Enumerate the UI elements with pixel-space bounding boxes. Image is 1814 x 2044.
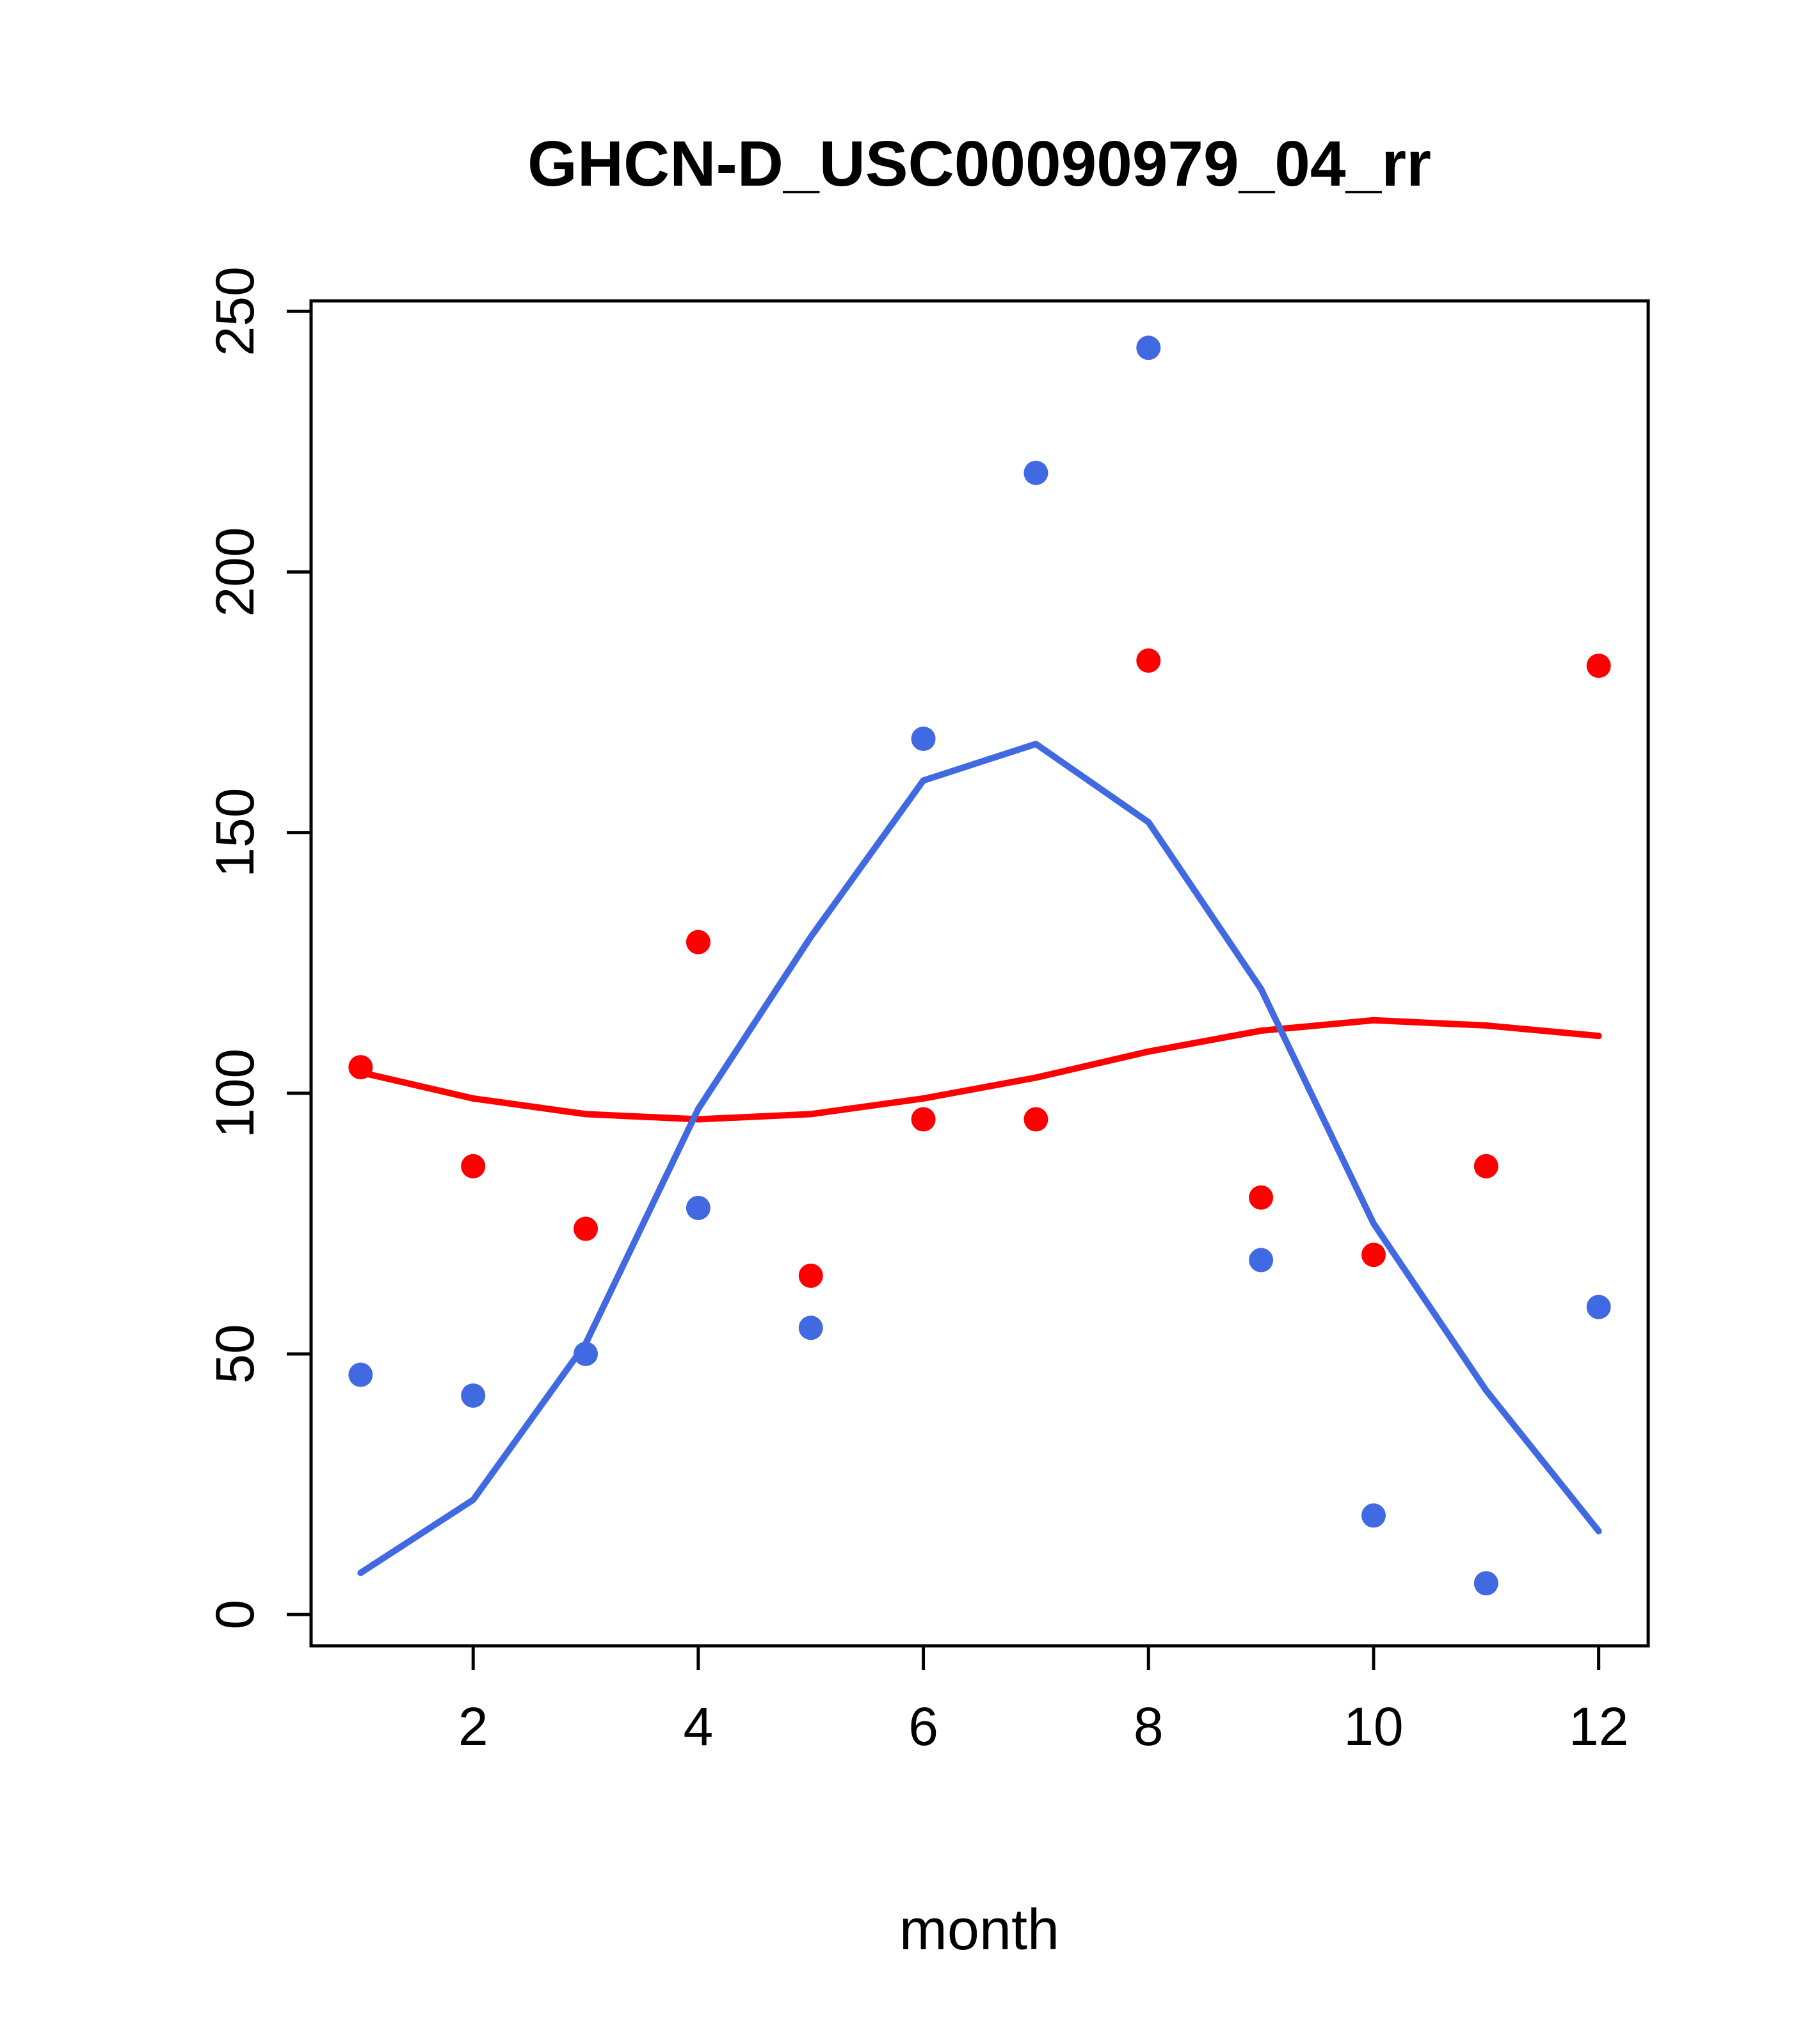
blue-smooth-line bbox=[357, 741, 1602, 1576]
blue-point bbox=[1249, 1248, 1274, 1273]
x-tick-label: 8 bbox=[1134, 1696, 1164, 1757]
chart-title: GHCN-D_USC00090979_04_rr bbox=[527, 128, 1431, 200]
blue-point bbox=[798, 1316, 823, 1340]
y-tick-label: 50 bbox=[205, 1324, 265, 1383]
series-points-layer bbox=[348, 335, 1611, 1596]
y-tick-label: 200 bbox=[205, 527, 265, 616]
x-axis-label: month bbox=[899, 1898, 1059, 1962]
blue-point bbox=[1586, 1294, 1611, 1319]
red-point bbox=[461, 1154, 486, 1179]
x-tick-label: 4 bbox=[684, 1696, 714, 1757]
blue-point bbox=[1361, 1503, 1386, 1528]
axis-ticks-layer: 2 4 6 8 10 12 0 50 100 150 200 250 bbox=[205, 266, 1628, 1757]
blue-point bbox=[574, 1341, 598, 1366]
blue-point bbox=[911, 727, 936, 752]
series-lines-layer bbox=[357, 741, 1602, 1576]
red-point bbox=[1249, 1185, 1274, 1210]
red-point bbox=[348, 1055, 373, 1080]
x-tick-label: 10 bbox=[1344, 1696, 1403, 1757]
blue-point bbox=[1136, 335, 1161, 360]
red-point bbox=[574, 1216, 598, 1241]
blue-point bbox=[686, 1195, 710, 1220]
red-point bbox=[911, 1107, 936, 1132]
red-point bbox=[1473, 1154, 1498, 1179]
x-tick-label: 12 bbox=[1569, 1696, 1628, 1757]
y-tick-label: 100 bbox=[205, 1049, 265, 1138]
plot-frame bbox=[309, 299, 1650, 1648]
blue-point bbox=[1473, 1571, 1498, 1596]
blue-point bbox=[1023, 460, 1048, 485]
red-smooth-line bbox=[357, 1017, 1602, 1123]
blue-point bbox=[348, 1362, 373, 1387]
red-point bbox=[1136, 648, 1161, 673]
red-point bbox=[686, 929, 710, 954]
y-tick-label: 150 bbox=[205, 788, 265, 878]
x-tick-label: 2 bbox=[458, 1696, 488, 1757]
x-tick-label: 6 bbox=[908, 1696, 938, 1757]
y-tick-label: 250 bbox=[205, 266, 265, 356]
y-tick-label: 0 bbox=[205, 1600, 265, 1630]
blue-point bbox=[461, 1383, 486, 1408]
red-point bbox=[798, 1263, 823, 1288]
red-point bbox=[1586, 654, 1611, 679]
red-point bbox=[1361, 1243, 1386, 1267]
red-point bbox=[1023, 1107, 1048, 1132]
